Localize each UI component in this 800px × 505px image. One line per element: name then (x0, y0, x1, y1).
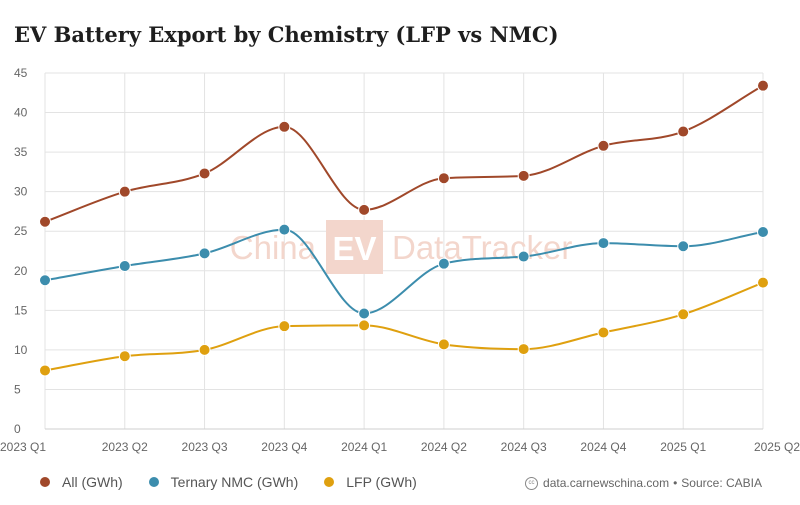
data-point-all[interactable] (437, 172, 450, 185)
data-point-all[interactable] (278, 120, 291, 133)
y-tick-label: 30 (14, 185, 28, 199)
legend-item-all[interactable]: All (GWh) (40, 474, 123, 490)
watermark: China EV DataTracker (230, 220, 572, 274)
creative-commons-icon: cc (525, 476, 539, 490)
x-tick-label: 2024 Q3 (501, 440, 547, 454)
data-point-lfp[interactable] (358, 319, 371, 332)
source-text: Source: CABIA (681, 476, 762, 490)
series-line-lfp (44, 281, 764, 372)
data-point-nmc[interactable] (358, 307, 371, 320)
data-point-lfp[interactable] (757, 276, 769, 289)
source-credit: cc data.carnewschina.com • Source: CABIA (525, 476, 762, 490)
legend-label-all: All (GWh) (62, 474, 123, 490)
data-point-lfp[interactable] (597, 326, 610, 339)
chart-plot: China EV DataTracker 0 5 10 15 20 25 30 35 40 45 2… (0, 66, 800, 454)
data-point-nmc[interactable] (39, 274, 51, 287)
data-point-all[interactable] (597, 139, 610, 152)
y-tick-label: 5 (14, 382, 21, 396)
y-tick-label: 20 (14, 264, 28, 278)
y-tick-label: 45 (14, 66, 28, 80)
data-point-all[interactable] (757, 79, 769, 92)
legend-item-nmc[interactable]: Ternary NMC (GWh) (148, 474, 299, 490)
series-line-nmc (44, 228, 764, 315)
data-point-lfp[interactable] (198, 343, 211, 356)
legend-swatch-all (40, 477, 50, 487)
x-tick-label: 2023 Q4 (261, 440, 307, 454)
data-point-all[interactable] (358, 203, 371, 216)
y-tick-label: 0 (14, 422, 21, 436)
watermark-datatracker: DataTracker (392, 229, 572, 266)
watermark-badge (326, 220, 383, 274)
legend-item-lfp[interactable]: LFP (GWh) (324, 474, 417, 490)
series-layer (44, 84, 764, 372)
data-point-nmc[interactable] (198, 247, 211, 260)
watermark-china: China (230, 229, 317, 266)
x-tick-label: 2024 Q4 (580, 440, 626, 454)
data-point-nmc[interactable] (517, 250, 530, 263)
data-point-nmc[interactable] (757, 226, 769, 239)
data-point-nmc[interactable] (118, 260, 131, 273)
data-point-nmc[interactable] (597, 237, 610, 250)
legend-swatch-nmc (148, 477, 159, 487)
data-point-lfp[interactable] (278, 320, 291, 333)
x-tick-label: 2024 Q2 (421, 440, 467, 454)
axis-layer: 0 5 10 15 20 25 30 35 40 45 2023 Q1 2023 Q2 2023 Q3 2… (0, 66, 800, 454)
y-tick-label: 15 (14, 303, 28, 317)
data-point-all[interactable] (198, 167, 211, 180)
chart-title: EV Battery Export by Chemistry (LFP vs N… (14, 22, 559, 47)
legend-label-nmc: Ternary NMC (GWh) (170, 474, 299, 490)
x-tick-label: 2023 Q1 (0, 440, 46, 454)
x-tick-label: 2025 Q1 (660, 440, 706, 454)
source-separator: • (673, 476, 678, 490)
x-tick-label: 2023 Q2 (102, 440, 148, 454)
data-point-lfp[interactable] (437, 338, 450, 351)
legend: All (GWh) Ternary NMC (GWh) LFP (GWh) (40, 474, 443, 490)
x-tick-label: 2024 Q1 (341, 440, 387, 454)
watermark-ev: EV (332, 230, 376, 267)
data-point-all[interactable] (39, 215, 51, 228)
data-point-all[interactable] (118, 185, 131, 198)
x-tick-label: 2023 Q3 (182, 440, 228, 454)
y-tick-label: 35 (14, 145, 28, 159)
x-tick-label: 2025 Q2 (754, 440, 800, 454)
legend-swatch-lfp (324, 477, 335, 487)
data-point-lfp[interactable] (118, 350, 131, 363)
data-point-nmc[interactable] (278, 223, 291, 236)
data-point-all[interactable] (517, 169, 530, 182)
source-site[interactable]: data.carnewschina.com (543, 476, 670, 490)
data-point-nmc[interactable] (437, 257, 450, 270)
data-point-all[interactable] (677, 125, 690, 138)
data-point-lfp[interactable] (39, 364, 51, 377)
series-line-all (44, 84, 764, 223)
y-tick-label: 40 (14, 106, 28, 120)
y-tick-label: 25 (14, 224, 28, 238)
legend-label-lfp: LFP (GWh) (346, 474, 417, 490)
data-point-lfp[interactable] (517, 343, 530, 356)
data-point-lfp[interactable] (677, 308, 690, 321)
y-tick-label: 10 (14, 343, 28, 357)
data-point-nmc[interactable] (677, 240, 690, 253)
marker-layer (39, 79, 769, 377)
